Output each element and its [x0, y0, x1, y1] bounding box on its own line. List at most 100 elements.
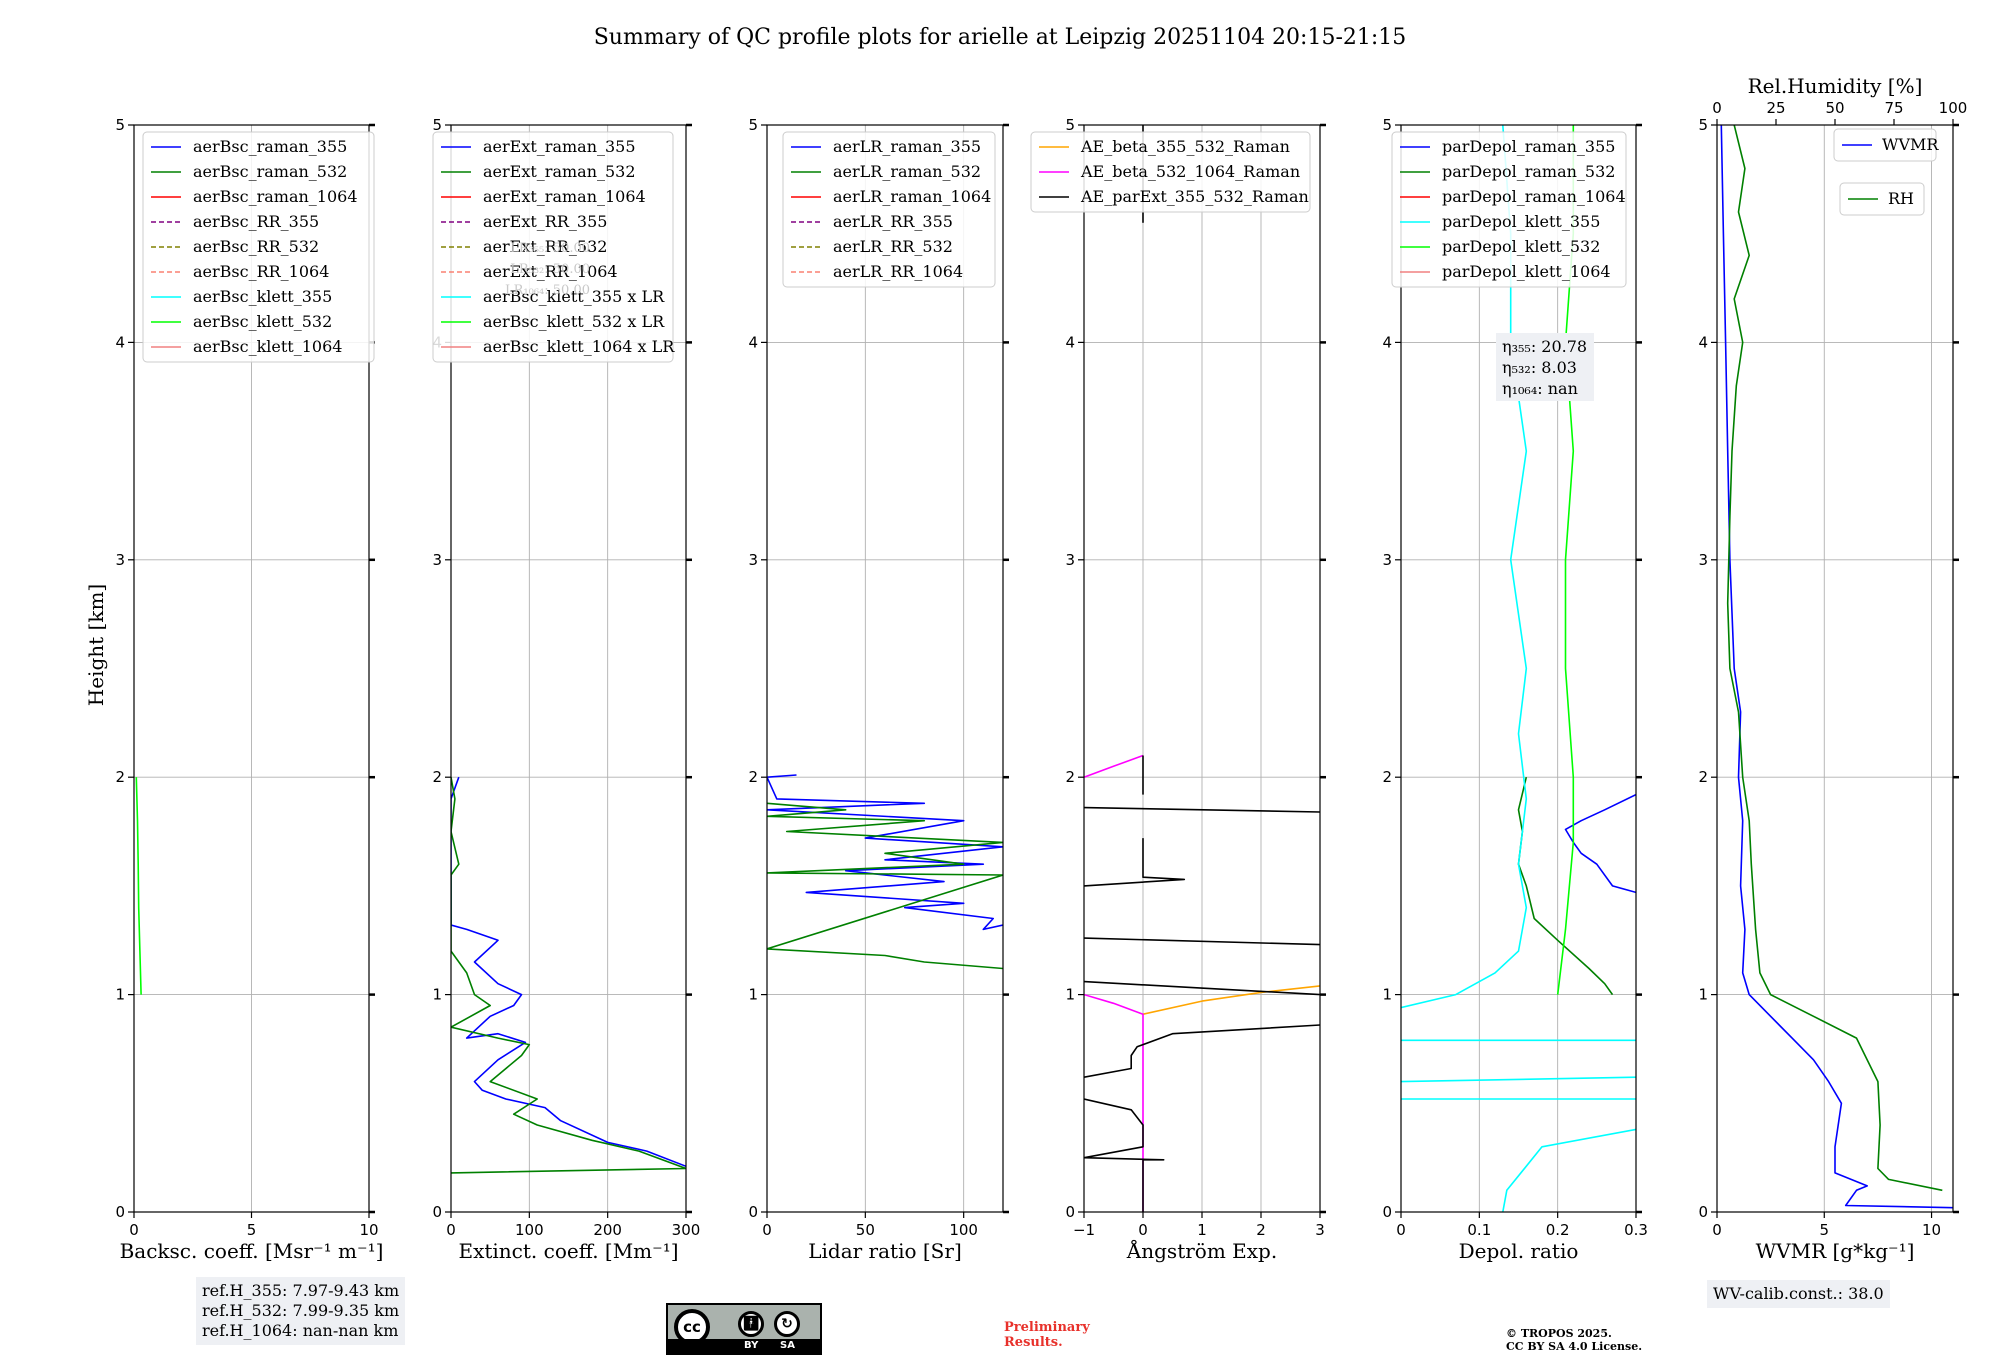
x-tick-label: 200: [593, 1221, 622, 1239]
series-line-1: [1142, 985, 1320, 1015]
legend-label: aerExt_RR_1064: [483, 262, 618, 281]
y-tick-label: 2: [1382, 768, 1392, 786]
y-tick-label: 4: [1065, 333, 1075, 351]
series-line-2: [1517, 777, 1614, 996]
series-line-1: [1564, 793, 1636, 894]
y-tick-label: 0: [1382, 1203, 1392, 1221]
top-axis-label: Rel.Humidity [%]: [1748, 74, 1923, 98]
y-tick-label: 5: [1382, 116, 1392, 134]
copyright-line-1: © TROPOS 2025.: [1506, 1327, 1612, 1340]
preliminary-line-1: Preliminary: [1004, 1320, 1090, 1335]
legend-label: aerLR_RR_355: [833, 212, 953, 231]
legend-box: [782, 131, 996, 288]
series-line-3: [1502, 1128, 1636, 1212]
series-line-2: [767, 802, 1003, 970]
y-tick-label: 4: [1698, 333, 1708, 351]
series-group: [767, 774, 1003, 970]
axes-frame: [766, 124, 1004, 1213]
series-line-2: [1726, 125, 1943, 1192]
legend-label: AE_beta_355_532_Raman: [1080, 137, 1290, 156]
annotation-text: η₃₅₅: 20.78: [1502, 337, 1587, 356]
subplot-5: 0 0.1 0.2 0.3 0 1 2 3 4 5 Depol. ratio parDepol_ram…: [1382, 116, 1647, 1263]
series-group: [451, 776, 686, 1174]
legend-label: aerBsc_raman_355: [193, 137, 347, 156]
by-person-icon: 🚹︎: [738, 1311, 764, 1337]
sa-arrow-icon: ↻: [774, 1311, 800, 1337]
y-tick-label: 1: [1382, 986, 1392, 1004]
x-tick-label: 0: [1712, 1221, 1722, 1239]
y-tick-label: 2: [115, 768, 125, 786]
legend-label: aerBsc_klett_1064 x LR: [483, 337, 675, 356]
y-tick-label: 4: [748, 333, 758, 351]
y-tick-label: 3: [748, 551, 758, 569]
x-tick-label: 0: [1138, 1221, 1148, 1239]
legend-label: RH: [1888, 189, 1914, 208]
x-tick-label: 0.1: [1467, 1221, 1491, 1239]
y-tick-label: 2: [748, 768, 758, 786]
annotation-text: LR₃₅₅: 50.00: [510, 241, 590, 256]
figure-title: Summary of QC profile plots for arielle …: [594, 25, 1407, 50]
axes-frame: [1716, 124, 1954, 1213]
annotation-text: η₅₃₂: 8.03: [1502, 358, 1577, 377]
copyright-line-2: CC BY SA 4.0 License.: [1506, 1340, 1643, 1353]
y-tick-label: 2: [432, 768, 442, 786]
badge-strip: [668, 1339, 820, 1353]
legend-label: parDepol_klett_532: [1442, 237, 1600, 256]
legend-box: [1833, 128, 1937, 162]
axes-frame: [450, 124, 687, 1213]
y-axis-label: Height [km]: [84, 584, 108, 706]
y-tick-label: 5: [115, 116, 125, 134]
legend-label: aerLR_raman_355: [833, 137, 981, 156]
preliminary-note: Preliminary Results.: [1004, 1320, 1090, 1350]
x-axis-label: Depol. ratio: [1459, 1239, 1579, 1263]
annotation-text: LR₅₃₂: 50.00: [510, 262, 590, 277]
series-line-5: [1084, 1024, 1320, 1078]
x-tick-label: −1: [1073, 1221, 1095, 1239]
x-tick-label: 5: [247, 1221, 257, 1239]
y-tick-label: 3: [1382, 551, 1392, 569]
annotation-text: LR₁₀₆₄: 50.00: [505, 283, 590, 298]
series-line-4: [1084, 1098, 1165, 1212]
series-line-1: [767, 774, 1003, 931]
preliminary-line-2: Results.: [1004, 1335, 1063, 1350]
refbox-line-1064: ref.H_1064: nan-nan km: [202, 1321, 399, 1340]
refbox-line-532: ref.H_532: 7.99-9.35 km: [202, 1301, 400, 1320]
legend-label: aerBsc_raman_1064: [193, 187, 358, 206]
series-line-2: [1084, 993, 1144, 1212]
x-tick-label: 0.2: [1546, 1221, 1570, 1239]
subplot-3: 0 50 100 0 1 2 3 4 5 Lidar ratio [Sr] aerLR_raman_…: [748, 116, 1009, 1263]
legend-label: parDepol_klett_355: [1442, 212, 1600, 231]
y-tick-label: 5: [1698, 116, 1708, 134]
y-tick-label: 5: [748, 116, 758, 134]
x-tick-label: 0.3: [1624, 1221, 1648, 1239]
legend-box: [1391, 131, 1627, 288]
series-group: [135, 777, 142, 995]
x-tick-label: 3: [1315, 1221, 1325, 1239]
annotation-box: [1496, 333, 1594, 401]
y-tick-label: 1: [115, 986, 125, 1004]
top-x-tick-label: 100: [1939, 99, 1968, 117]
series-line-5: [1401, 1076, 1636, 1083]
badge-sa-label: SA: [780, 1340, 795, 1351]
copyright-note: © TROPOS 2025. CC BY SA 4.0 License.: [1506, 1327, 1642, 1353]
y-tick-label: 0: [115, 1203, 125, 1221]
x-tick-label: 1: [1197, 1221, 1207, 1239]
y-tick-label: 4: [1382, 333, 1392, 351]
series-line-3: [1084, 754, 1144, 778]
top-x-tick-label: 25: [1766, 99, 1785, 117]
y-tick-label: 1: [748, 986, 758, 1004]
legend-label: aerExt_raman_532: [483, 162, 636, 181]
x-axis-label: Lidar ratio [Sr]: [808, 1239, 962, 1263]
legend-label: parDepol_raman_355: [1442, 137, 1615, 156]
legend-label: aerBsc_klett_1064: [193, 337, 342, 356]
y-tick-label: 2: [1698, 768, 1708, 786]
y-tick-label: 4: [115, 333, 125, 351]
axes-frame: [1400, 124, 1637, 1213]
y-tick-label: 0: [432, 1203, 442, 1221]
y-tick-label: 5: [1065, 116, 1075, 134]
cc-license-badge: cc 🚹︎ ↻ BY SA: [666, 1303, 822, 1355]
